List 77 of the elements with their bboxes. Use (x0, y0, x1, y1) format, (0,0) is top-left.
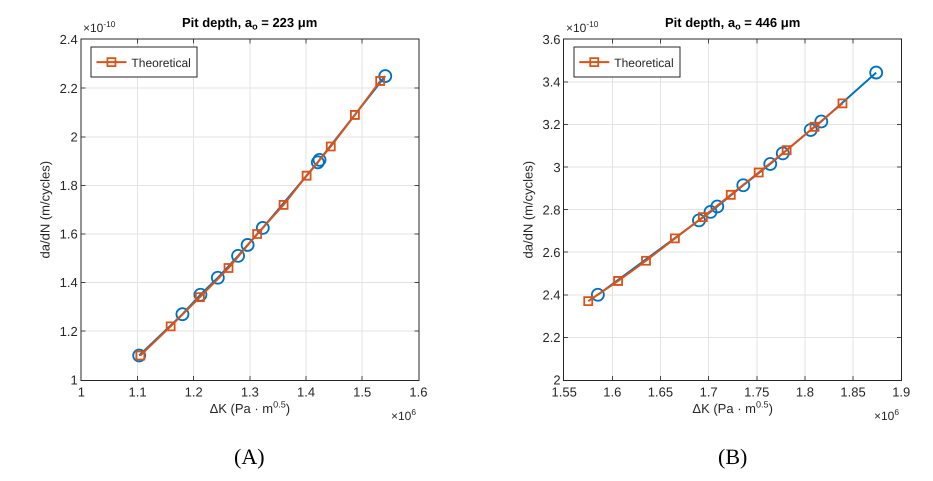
point (166, 321, 176, 332)
point (804, 123, 818, 137)
point (176, 307, 190, 322)
point (754, 168, 764, 178)
y-axis-title: da/dN (m/cycles) (520, 160, 536, 258)
y-axis-title: da/dN (m/cycles) (38, 160, 53, 258)
x-tick-label: 1.6 (603, 384, 622, 400)
point (736, 178, 750, 192)
point (838, 98, 848, 108)
x-tick-label: 1.3 (240, 384, 259, 400)
chart-title: Pit depth, a$_{o}$ = 223 μm (182, 15, 318, 32)
y-tick-label: 3 (553, 160, 561, 175)
x-tick-label: 1.6 (409, 384, 428, 400)
y-tick-label: 1.6 (60, 226, 78, 242)
legend-label: Theoretical (614, 56, 674, 70)
y-tick-label: 1.2 (60, 324, 78, 339)
point (194, 288, 208, 302)
legend-label: Theoretical (131, 56, 191, 70)
y-tick-label: 2.2 (60, 80, 78, 96)
text: ×10$^{6}$ (874, 407, 900, 424)
point (350, 110, 360, 120)
point (613, 276, 623, 286)
chart-title: Pit depth, a$_{o}$ = 446 μm (665, 15, 800, 32)
point (814, 114, 828, 128)
point (670, 234, 680, 244)
text: ×10$^{-10}$ (566, 19, 599, 36)
point (312, 153, 326, 167)
y-tick-label: 1.4 (60, 275, 78, 290)
point (132, 348, 146, 362)
y-tick-label: 2.6 (542, 244, 561, 260)
point (310, 155, 325, 170)
text: (B) (718, 444, 748, 469)
x-tick-label: 1.8 (796, 384, 814, 400)
x-tick-label: 1.85 (840, 384, 866, 400)
point (590, 288, 605, 302)
y-tick-label: 2.2 (542, 330, 561, 345)
y-tick-label: 3.6 (542, 32, 561, 48)
y-tick-label: 1 (70, 372, 78, 388)
y-tick-label: 1.8 (60, 178, 78, 193)
text: (A) (234, 444, 265, 469)
point (710, 200, 724, 214)
x-tick-label: 1.65 (648, 384, 674, 400)
x-axis-title: ΔK (Pa · m$^{0.5}$) (692, 399, 773, 416)
y-tick-label: 2.4 (60, 32, 78, 48)
point (302, 170, 312, 181)
x-tick-label: 1.4 (296, 384, 316, 400)
x-tick-label: 1.9 (892, 384, 910, 400)
x-tick-label: 1.5 (353, 384, 372, 400)
x-tick-label: 1.1 (128, 384, 147, 400)
point (641, 256, 651, 266)
point (256, 221, 270, 235)
point (240, 238, 255, 252)
x-tick-label: 1.75 (744, 384, 770, 400)
point (726, 190, 736, 200)
point (869, 66, 884, 80)
point (692, 213, 706, 228)
x-axis-title: ΔK (Pa · m$^{0.5}$) (210, 399, 290, 416)
y-tick-label: 3.2 (542, 117, 561, 132)
y-tick-label: 2.4 (542, 287, 561, 302)
point (378, 69, 392, 83)
point (326, 142, 336, 152)
point (704, 204, 718, 219)
y-tick-label: 2 (70, 129, 78, 144)
text: ×10$^{6}$ (391, 407, 416, 424)
y-tick-label: 3.4 (542, 74, 561, 90)
point (224, 263, 234, 273)
point (210, 270, 225, 285)
point (278, 200, 288, 210)
x-tick-label: 1.2 (184, 384, 203, 400)
text: ×10$^{-10}$ (83, 19, 116, 36)
y-tick-label: 2.8 (542, 202, 561, 218)
point (763, 157, 778, 171)
point (252, 229, 262, 239)
point (231, 248, 245, 263)
point (583, 296, 594, 306)
x-tick-label: 1.7 (700, 384, 718, 400)
point (776, 146, 790, 160)
